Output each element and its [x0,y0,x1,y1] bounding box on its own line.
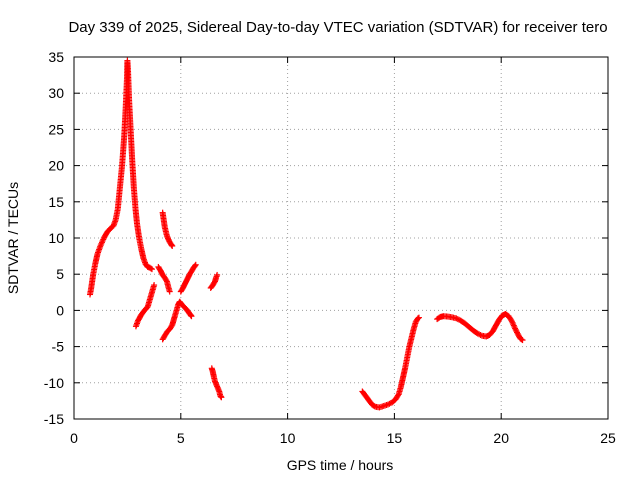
data-point [214,271,221,278]
x-tick-label: 20 [493,430,509,446]
data-point [169,242,176,249]
data-point [519,337,526,344]
y-tick-label: 15 [48,194,64,210]
data-point [151,282,158,289]
data-point [512,325,519,332]
x-tick-label: 0 [70,430,78,446]
y-tick-label: 0 [56,302,64,318]
plot-frame [73,56,609,420]
y-tick-label: -15 [44,411,64,427]
x-tick-label: 5 [177,430,185,446]
grid-lines [74,57,608,419]
data-point [514,329,521,336]
y-tick-label: 35 [48,49,64,65]
data-point [513,328,520,335]
data-point [163,277,170,284]
x-tick-label: 25 [600,430,616,446]
x-tick-label: 10 [280,430,296,446]
data-point [192,261,199,268]
data-point [518,336,525,343]
chart-title: Day 339 of 2025, Sidereal Day-to-day VTE… [68,19,607,36]
x-axis-label: GPS time / hours [287,457,394,473]
data-points [87,57,526,411]
data-point [188,313,195,320]
data-point [512,326,519,333]
y-tick-label: -5 [52,339,65,355]
data-point [218,394,225,401]
data-point [415,314,422,321]
y-axis-label: SDTVAR / TECUs [5,182,21,294]
data-point [148,266,155,273]
y-tick-label: -10 [44,375,64,391]
y-tick-labels: -15 -10 -5 0 5 10 15 20 25 30 35 [44,49,64,427]
y-tick-label: 20 [48,158,64,174]
data-point [192,262,199,269]
data-point [414,315,421,322]
x-tick-labels: 0 5 10 15 20 25 [70,430,616,446]
data-point [394,392,401,399]
x-tick-label: 15 [387,430,403,446]
y-tick-label: 10 [48,230,64,246]
data-point [147,265,154,272]
axis-ticks [73,56,609,420]
y-tick-label: 30 [48,85,64,101]
y-tick-label: 5 [56,266,64,282]
y-tick-label: 25 [48,121,64,137]
data-point [166,288,173,295]
